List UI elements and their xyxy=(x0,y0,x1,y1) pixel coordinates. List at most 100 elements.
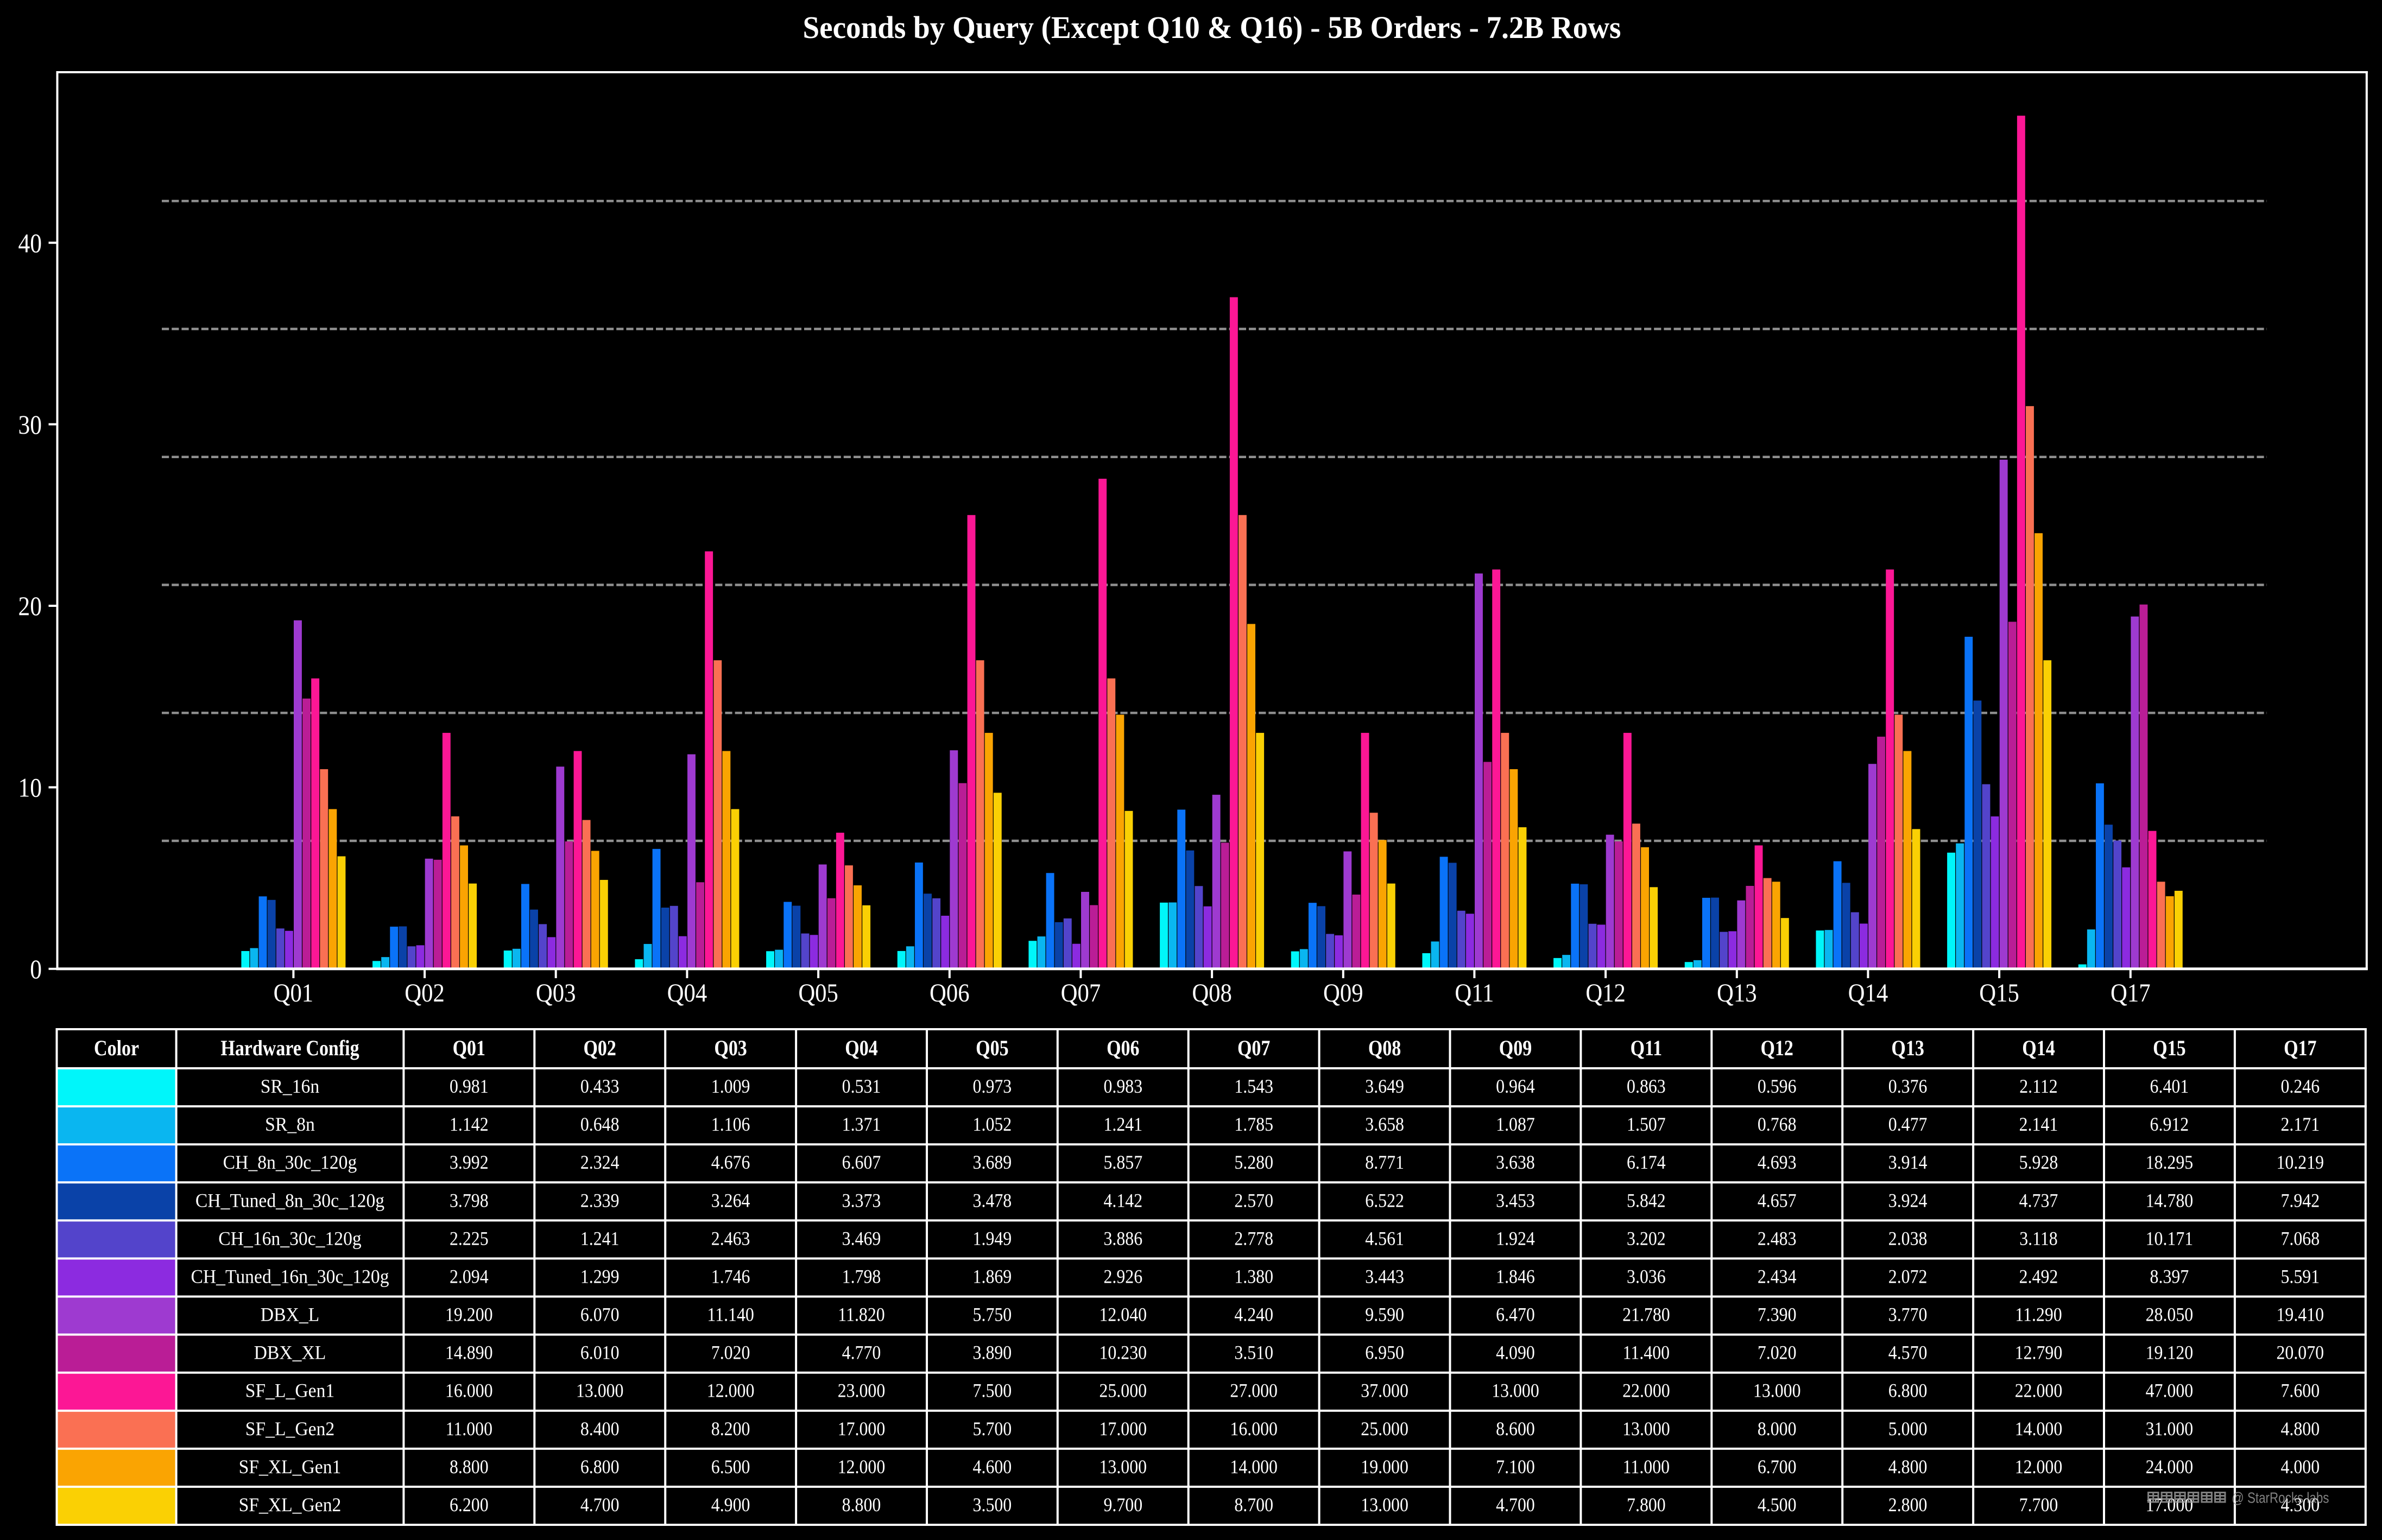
svg-text:0.863: 0.863 xyxy=(1627,1076,1666,1097)
svg-text:Q02: Q02 xyxy=(583,1037,616,1061)
svg-text:3.443: 3.443 xyxy=(1365,1266,1404,1288)
svg-text:2.800: 2.800 xyxy=(1888,1494,1928,1516)
svg-text:0.531: 0.531 xyxy=(842,1076,881,1097)
svg-text:2.926: 2.926 xyxy=(1103,1266,1142,1288)
svg-text:3.118: 3.118 xyxy=(2019,1228,2057,1250)
svg-text:1.785: 1.785 xyxy=(1234,1114,1273,1135)
svg-text:8.600: 8.600 xyxy=(1496,1418,1535,1440)
svg-text:4.676: 4.676 xyxy=(711,1152,750,1173)
svg-text:40: 40 xyxy=(18,229,42,258)
svg-text:Q06: Q06 xyxy=(930,979,970,1007)
svg-text:4.570: 4.570 xyxy=(1888,1342,1928,1364)
svg-text:0.983: 0.983 xyxy=(1103,1076,1142,1097)
svg-text:11.400: 11.400 xyxy=(1623,1342,1670,1364)
svg-text:47.000: 47.000 xyxy=(2146,1380,2194,1402)
svg-text:5.842: 5.842 xyxy=(1627,1190,1666,1212)
svg-text:2.141: 2.141 xyxy=(2019,1114,2058,1135)
svg-text:1.142: 1.142 xyxy=(450,1114,489,1135)
svg-text:Q11: Q11 xyxy=(1455,979,1494,1007)
svg-text:11.000: 11.000 xyxy=(1623,1456,1670,1478)
svg-text:Q02: Q02 xyxy=(405,979,445,1007)
svg-text:2.463: 2.463 xyxy=(711,1228,750,1250)
svg-text:2.038: 2.038 xyxy=(1888,1228,1928,1250)
svg-text:22.000: 22.000 xyxy=(1622,1380,1670,1402)
svg-text:12.790: 12.790 xyxy=(2015,1342,2063,1364)
svg-text:SF_XL_Gen2: SF_XL_Gen2 xyxy=(239,1494,342,1516)
svg-text:10.171: 10.171 xyxy=(2146,1228,2194,1250)
svg-text:0: 0 xyxy=(30,954,42,984)
svg-text:0.376: 0.376 xyxy=(1888,1076,1928,1097)
svg-text:7.068: 7.068 xyxy=(2280,1228,2320,1250)
svg-text:4.240: 4.240 xyxy=(1234,1304,1273,1326)
svg-text:Q09: Q09 xyxy=(1323,979,1363,1007)
svg-text:Q08: Q08 xyxy=(1368,1037,1401,1061)
svg-text:4.737: 4.737 xyxy=(2019,1190,2058,1212)
svg-text:1.746: 1.746 xyxy=(711,1266,750,1288)
svg-text:Q12: Q12 xyxy=(1760,1037,1793,1061)
svg-text:0.246: 0.246 xyxy=(2280,1076,2320,1097)
svg-text:2.570: 2.570 xyxy=(1234,1190,1273,1212)
svg-text:1.087: 1.087 xyxy=(1496,1114,1535,1135)
svg-text:25.000: 25.000 xyxy=(1361,1418,1408,1440)
svg-text:27.000: 27.000 xyxy=(1230,1380,1278,1402)
svg-text:2.112: 2.112 xyxy=(2019,1076,2057,1097)
svg-text:19.000: 19.000 xyxy=(1361,1456,1408,1478)
svg-text:DBX_L: DBX_L xyxy=(261,1303,319,1325)
svg-text:8.700: 8.700 xyxy=(1234,1494,1273,1516)
svg-text:3.500: 3.500 xyxy=(973,1494,1012,1516)
svg-text:6.800: 6.800 xyxy=(1888,1380,1928,1402)
svg-text:Q01: Q01 xyxy=(274,979,314,1007)
svg-text:21.780: 21.780 xyxy=(1622,1304,1670,1326)
svg-text:3.638: 3.638 xyxy=(1496,1152,1535,1173)
svg-text:13.000: 13.000 xyxy=(1622,1418,1670,1440)
svg-text:2.434: 2.434 xyxy=(1758,1266,1797,1288)
svg-text:Seconds by Query (Except Q10 &: Seconds by Query (Except Q10 & Q16) - 5B… xyxy=(803,11,1621,46)
svg-text:10.230: 10.230 xyxy=(1099,1342,1147,1364)
svg-text:1.507: 1.507 xyxy=(1627,1114,1666,1135)
svg-text:0.768: 0.768 xyxy=(1758,1114,1797,1135)
svg-text:Q17: Q17 xyxy=(2284,1037,2316,1061)
svg-text:Q07: Q07 xyxy=(1237,1037,1270,1061)
svg-text:7.942: 7.942 xyxy=(2280,1190,2320,1212)
svg-text:2.339: 2.339 xyxy=(580,1190,620,1212)
svg-text:Q03: Q03 xyxy=(714,1037,747,1061)
svg-text:4.561: 4.561 xyxy=(1365,1228,1404,1250)
svg-text:7.100: 7.100 xyxy=(1496,1456,1535,1478)
svg-text:3.914: 3.914 xyxy=(1888,1152,1928,1173)
svg-text:1.052: 1.052 xyxy=(973,1114,1012,1135)
svg-text:Q15: Q15 xyxy=(1979,979,2019,1007)
svg-text:1.869: 1.869 xyxy=(973,1266,1012,1288)
svg-text:Q05: Q05 xyxy=(976,1037,1008,1061)
svg-text:3.202: 3.202 xyxy=(1627,1228,1666,1250)
svg-text:37.000: 37.000 xyxy=(1361,1380,1408,1402)
svg-text:19.200: 19.200 xyxy=(445,1304,493,1326)
svg-text:2.171: 2.171 xyxy=(2280,1114,2320,1135)
svg-text:31.000: 31.000 xyxy=(2146,1418,2194,1440)
svg-text:3.469: 3.469 xyxy=(842,1228,881,1250)
svg-text:13.000: 13.000 xyxy=(1099,1456,1147,1478)
svg-text:4.770: 4.770 xyxy=(842,1342,881,1364)
svg-text:8.771: 8.771 xyxy=(1365,1152,1404,1173)
svg-text:1.798: 1.798 xyxy=(842,1266,881,1288)
svg-text:5.280: 5.280 xyxy=(1234,1152,1273,1173)
svg-text:2.483: 2.483 xyxy=(1758,1228,1797,1250)
svg-text:6.522: 6.522 xyxy=(1365,1190,1404,1212)
svg-text:Q03: Q03 xyxy=(536,979,576,1007)
svg-text:16.000: 16.000 xyxy=(445,1380,493,1402)
svg-text:3.992: 3.992 xyxy=(450,1152,489,1173)
svg-text:7.500: 7.500 xyxy=(973,1380,1012,1402)
svg-text:17.000: 17.000 xyxy=(838,1418,886,1440)
svg-text:0.648: 0.648 xyxy=(580,1114,620,1135)
svg-text:6.200: 6.200 xyxy=(450,1494,489,1516)
svg-text:Q01: Q01 xyxy=(453,1037,485,1061)
svg-text:9.590: 9.590 xyxy=(1365,1304,1404,1326)
svg-text:3.453: 3.453 xyxy=(1496,1190,1535,1212)
svg-text:2.225: 2.225 xyxy=(450,1228,489,1250)
svg-text:22.000: 22.000 xyxy=(2015,1380,2063,1402)
svg-text:Q04: Q04 xyxy=(667,979,707,1007)
svg-text:5.000: 5.000 xyxy=(1888,1418,1928,1440)
svg-text:1.241: 1.241 xyxy=(580,1228,620,1250)
svg-text:7.800: 7.800 xyxy=(1627,1494,1666,1516)
svg-text:11.820: 11.820 xyxy=(838,1304,884,1326)
svg-text:Q13: Q13 xyxy=(1717,979,1757,1007)
